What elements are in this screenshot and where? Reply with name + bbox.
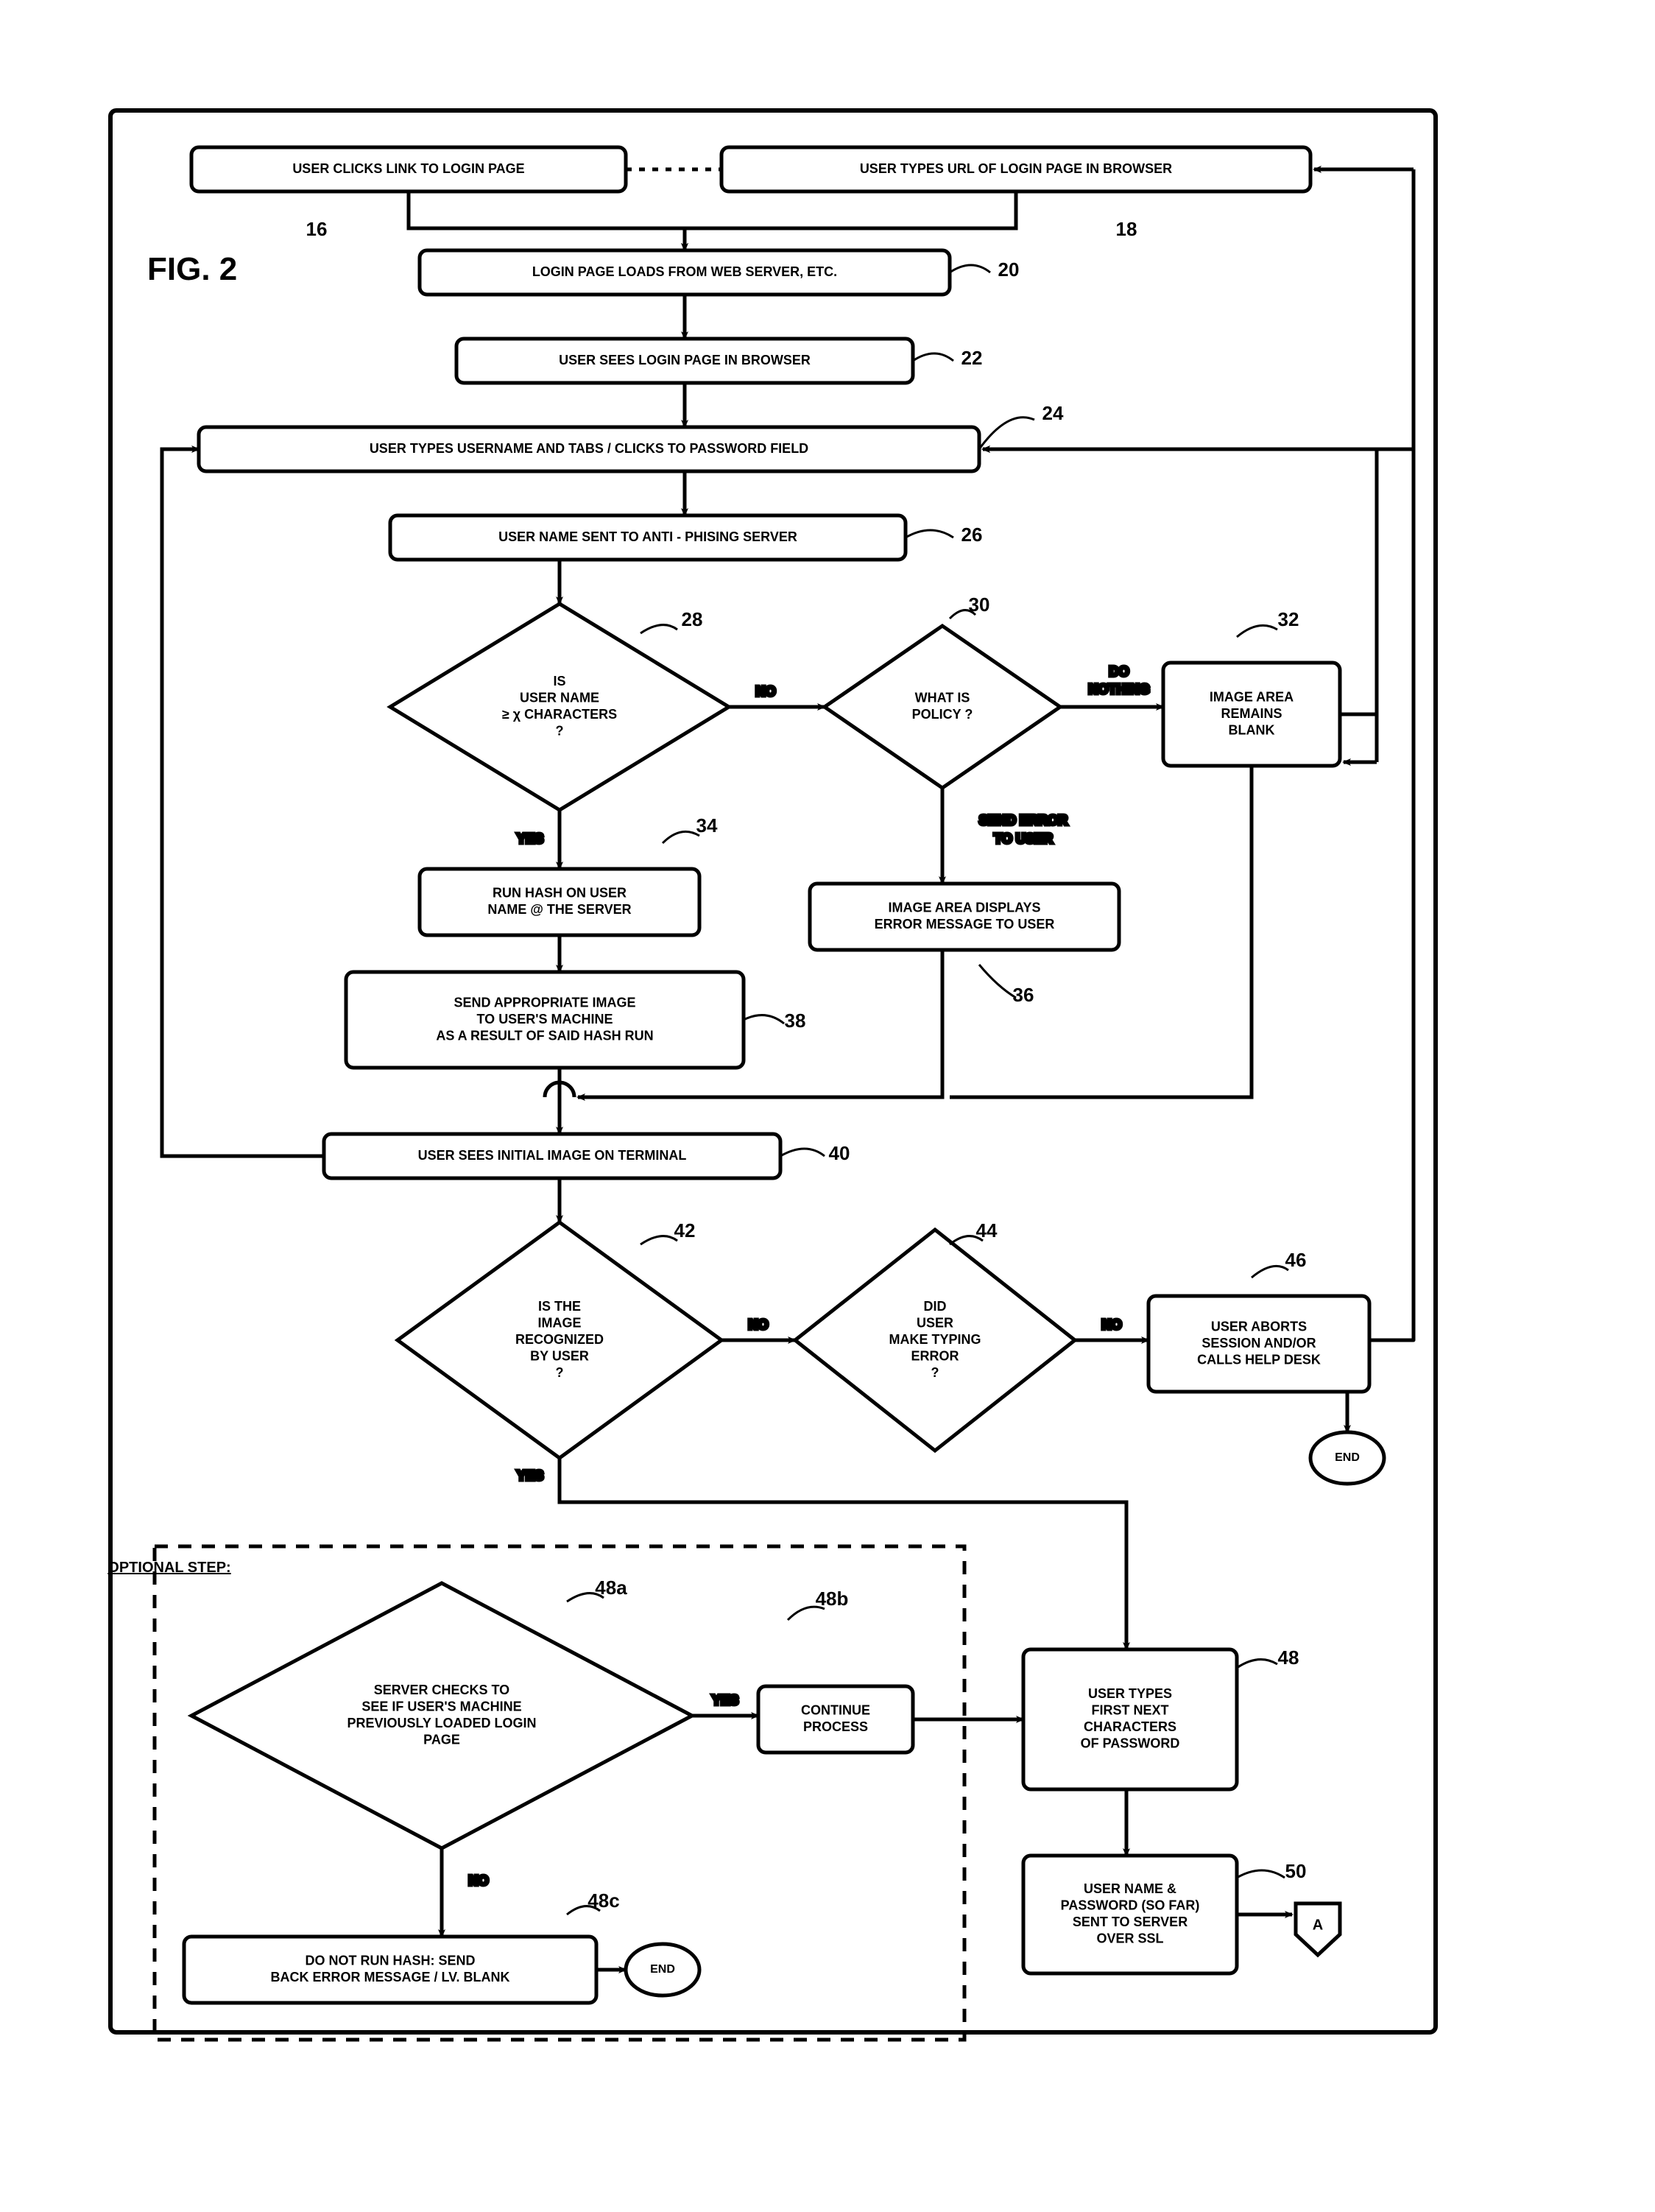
svg-text:DO NOT RUN HASH: SEND: DO NOT RUN HASH: SEND bbox=[305, 1954, 475, 1968]
svg-text:PROCESS: PROCESS bbox=[803, 1719, 868, 1734]
svg-text:USER SEES LOGIN PAGE IN BROWSE: USER SEES LOGIN PAGE IN BROWSER bbox=[559, 353, 811, 367]
svg-text:TO USER'S MACHINE: TO USER'S MACHINE bbox=[477, 1012, 613, 1026]
svg-text:POLICY ?: POLICY ? bbox=[912, 707, 973, 722]
svg-text:≥ χ CHARACTERS: ≥ χ CHARACTERS bbox=[502, 707, 617, 722]
svg-text:USER ABORTS: USER ABORTS bbox=[1211, 1319, 1307, 1334]
svg-text:IS THE: IS THE bbox=[538, 1299, 581, 1314]
ref-n48b: 48b bbox=[816, 1588, 849, 1610]
svg-text:ERROR MESSAGE TO USER: ERROR MESSAGE TO USER bbox=[875, 917, 1055, 931]
svg-text:?: ? bbox=[931, 1365, 939, 1380]
ref-n46: 46 bbox=[1285, 1249, 1307, 1271]
ref-n48: 48 bbox=[1278, 1646, 1299, 1669]
svg-text:SEE IF USER'S MACHINE: SEE IF USER'S MACHINE bbox=[361, 1699, 521, 1714]
edge-label-donothing1: DO bbox=[1109, 664, 1129, 679]
svg-text:CONTINUE: CONTINUE bbox=[801, 1703, 870, 1718]
edge-label-no-48a: NO bbox=[469, 1873, 489, 1888]
svg-text:SERVER CHECKS TO: SERVER CHECKS TO bbox=[374, 1683, 509, 1697]
ref-n42: 42 bbox=[674, 1219, 696, 1241]
svg-text:CALLS HELP DESK: CALLS HELP DESK bbox=[1197, 1352, 1321, 1367]
svg-text:?: ? bbox=[556, 1365, 564, 1380]
nodes-layer: USER CLICKS LINK TO LOGIN PAGE 16 USER TYP… bbox=[184, 147, 1384, 2003]
ref-n48c: 48c bbox=[587, 1889, 619, 1912]
ref-n24: 24 bbox=[1042, 402, 1064, 424]
edge-label-yes-48a: YES bbox=[712, 1693, 738, 1708]
svg-text:IMAGE AREA DISPLAYS: IMAGE AREA DISPLAYS bbox=[888, 901, 1040, 915]
svg-text:USER TYPES URL OF LOGIN PAGE I: USER TYPES URL OF LOGIN PAGE IN BROWSER bbox=[860, 161, 1172, 176]
edge-label-senderr1: SEND ERROR bbox=[979, 813, 1068, 828]
svg-text:BACK ERROR MESSAGE / LV. BLANK: BACK ERROR MESSAGE / LV. BLANK bbox=[270, 1970, 509, 1984]
svg-text:USER NAME SENT TO ANTI - PHISI: USER NAME SENT TO ANTI - PHISING SERVER bbox=[498, 529, 797, 544]
svg-text:IS: IS bbox=[553, 674, 565, 688]
ref-n34: 34 bbox=[696, 814, 718, 836]
svg-text:SEND APPROPRIATE IMAGE: SEND APPROPRIATE IMAGE bbox=[454, 995, 635, 1010]
svg-text:OF PASSWORD: OF PASSWORD bbox=[1081, 1736, 1180, 1751]
svg-text:USER: USER bbox=[917, 1315, 953, 1330]
ref-n36: 36 bbox=[1013, 984, 1034, 1006]
svg-text:MAKE TYPING: MAKE TYPING bbox=[889, 1332, 981, 1347]
svg-text:LOGIN PAGE LOADS FROM WEB SERV: LOGIN PAGE LOADS FROM WEB SERVER, ETC. bbox=[532, 264, 837, 279]
svg-text:USER TYPES USERNAME AND TABS /: USER TYPES USERNAME AND TABS / CLICKS TO… bbox=[370, 441, 808, 456]
edge-label-yes-28: YES bbox=[517, 831, 543, 846]
ref-n50: 50 bbox=[1285, 1860, 1307, 1882]
svg-text:USER NAME: USER NAME bbox=[520, 691, 599, 705]
svg-text:REMAINS: REMAINS bbox=[1221, 706, 1282, 721]
edge-label-no-28: NO bbox=[756, 684, 776, 699]
ref-n38: 38 bbox=[785, 1010, 806, 1032]
svg-text:FIRST NEXT: FIRST NEXT bbox=[1091, 1703, 1168, 1718]
edge-label-donothing2: NOTHING bbox=[1089, 682, 1150, 697]
svg-text:BY USER: BY USER bbox=[530, 1348, 589, 1363]
ref-n28: 28 bbox=[682, 608, 703, 630]
svg-text:CHARACTERS: CHARACTERS bbox=[1084, 1719, 1176, 1734]
svg-text:USER TYPES: USER TYPES bbox=[1088, 1686, 1172, 1701]
svg-text:RECOGNIZED: RECOGNIZED bbox=[515, 1332, 604, 1347]
svg-text:PAGE: PAGE bbox=[423, 1733, 460, 1747]
edge-label-yes-42: YES bbox=[517, 1468, 543, 1483]
svg-text:RUN HASH ON USER: RUN HASH ON USER bbox=[493, 886, 627, 901]
svg-text:OVER SSL: OVER SSL bbox=[1096, 1931, 1163, 1946]
svg-text:PREVIOUSLY LOADED LOGIN: PREVIOUSLY LOADED LOGIN bbox=[347, 1716, 536, 1730]
svg-text:ERROR: ERROR bbox=[911, 1348, 959, 1363]
ref-n20: 20 bbox=[998, 258, 1020, 281]
svg-text:WHAT IS: WHAT IS bbox=[915, 691, 970, 705]
svg-text:A: A bbox=[1313, 1917, 1323, 1933]
svg-text:USER NAME &: USER NAME & bbox=[1084, 1881, 1176, 1896]
svg-text:END: END bbox=[1335, 1451, 1360, 1464]
ref-n26: 26 bbox=[961, 524, 983, 546]
svg-text:IMAGE: IMAGE bbox=[537, 1315, 581, 1330]
svg-text:SENT TO SERVER: SENT TO SERVER bbox=[1073, 1915, 1188, 1929]
svg-text:IMAGE AREA: IMAGE AREA bbox=[1210, 689, 1294, 704]
svg-text:?: ? bbox=[556, 724, 564, 739]
svg-text:USER SEES INITIAL IMAGE ON TER: USER SEES INITIAL IMAGE ON TERMINAL bbox=[418, 1148, 687, 1163]
ref-n22: 22 bbox=[961, 347, 983, 369]
edge-label-no-44: NO bbox=[1102, 1317, 1122, 1332]
ref-n40: 40 bbox=[829, 1142, 850, 1164]
ref-n18: 18 bbox=[1116, 218, 1137, 240]
svg-text:BLANK: BLANK bbox=[1229, 722, 1275, 737]
ref-n32: 32 bbox=[1278, 608, 1299, 630]
svg-text:SESSION AND/OR: SESSION AND/OR bbox=[1201, 1336, 1316, 1350]
svg-text:PASSWORD (SO FAR): PASSWORD (SO FAR) bbox=[1061, 1898, 1200, 1913]
edge-label-senderr2: TO USER bbox=[994, 831, 1053, 846]
svg-text:NAME @ THE SERVER: NAME @ THE SERVER bbox=[487, 902, 631, 917]
optional-step-label: OPTIONAL STEP: bbox=[107, 1560, 230, 1576]
svg-text:END: END bbox=[650, 1963, 675, 1976]
svg-text:AS A RESULT OF SAID HASH RUN: AS A RESULT OF SAID HASH RUN bbox=[436, 1028, 653, 1043]
ref-n16: 16 bbox=[306, 218, 328, 240]
edge-label-no-42: NO bbox=[749, 1317, 769, 1332]
figure-title: FIG. 2 bbox=[147, 251, 237, 287]
svg-text:USER CLICKS LINK TO LOGIN PAGE: USER CLICKS LINK TO LOGIN PAGE bbox=[292, 161, 524, 176]
svg-text:DID: DID bbox=[924, 1299, 947, 1314]
